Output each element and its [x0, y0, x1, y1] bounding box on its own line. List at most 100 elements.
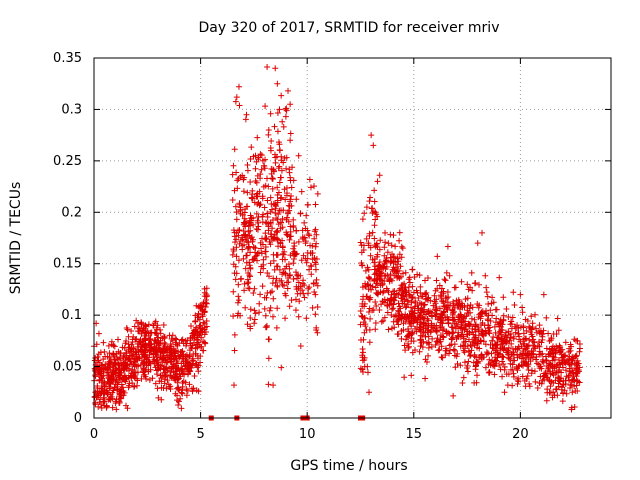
data-point	[466, 305, 473, 312]
data-point	[488, 300, 495, 307]
data-point	[524, 317, 531, 324]
data-point	[252, 310, 259, 317]
data-point	[408, 295, 415, 302]
data-point	[142, 322, 149, 329]
data-point	[160, 356, 167, 363]
data-point	[247, 273, 254, 280]
data-point	[257, 175, 264, 182]
data-point	[390, 305, 397, 312]
data-point	[128, 328, 135, 335]
data-point	[133, 363, 140, 370]
data-point	[145, 321, 152, 328]
data-point	[279, 215, 286, 222]
data-point	[433, 311, 440, 318]
data-point	[274, 283, 281, 290]
data-point	[446, 350, 453, 357]
data-point	[573, 337, 580, 344]
data-point	[109, 378, 116, 385]
data-point	[510, 289, 517, 296]
data-point	[175, 402, 182, 409]
data-point	[366, 389, 373, 396]
data-point	[388, 242, 395, 249]
data-point	[395, 273, 402, 280]
data-point	[419, 344, 426, 351]
data-point	[274, 197, 281, 204]
data-point	[442, 277, 449, 284]
data-point	[491, 363, 498, 370]
data-point	[362, 321, 369, 328]
data-point	[422, 375, 429, 382]
data-point	[537, 363, 544, 370]
data-point	[402, 289, 409, 296]
data-point	[573, 352, 580, 359]
data-point	[472, 335, 479, 342]
data-point	[291, 252, 298, 259]
data-point	[461, 359, 468, 366]
data-point	[465, 336, 472, 343]
data-point	[282, 270, 289, 277]
data-point	[200, 319, 207, 326]
data-point	[366, 198, 373, 205]
data-point	[295, 313, 302, 320]
data-point	[553, 331, 560, 338]
data-point	[493, 360, 500, 367]
data-point	[229, 171, 236, 178]
data-point	[191, 373, 198, 380]
data-point	[271, 123, 278, 130]
data-point	[501, 389, 508, 396]
data-point	[374, 275, 381, 282]
y-tick-label: 0.35	[53, 51, 82, 66]
data-point	[104, 364, 111, 371]
data-point	[438, 343, 445, 350]
data-point	[308, 263, 315, 270]
data-point	[444, 316, 451, 323]
data-point	[295, 238, 302, 245]
data-point	[409, 329, 416, 336]
data-point	[233, 209, 240, 216]
data-point	[562, 352, 569, 359]
data-point	[251, 307, 258, 314]
data-point	[374, 213, 381, 220]
data-point	[571, 377, 578, 384]
data-point	[372, 326, 379, 333]
data-point	[262, 156, 269, 163]
data-point	[359, 300, 366, 307]
data-point	[262, 230, 269, 237]
data-point	[491, 371, 498, 378]
data-point	[412, 325, 419, 332]
data-point	[240, 188, 247, 195]
data-point	[281, 186, 288, 193]
data-point	[269, 216, 276, 223]
data-point	[188, 364, 195, 371]
data-point	[231, 331, 238, 338]
data-point	[459, 380, 466, 387]
data-point	[125, 344, 132, 351]
data-point	[436, 339, 443, 346]
data-point	[249, 238, 256, 245]
data-point	[126, 344, 133, 351]
data-point	[273, 228, 280, 235]
data-point	[503, 305, 510, 312]
data-point	[262, 236, 269, 243]
data-point	[235, 257, 242, 264]
data-point	[403, 293, 410, 300]
data-point	[529, 320, 536, 327]
data-point	[285, 202, 292, 209]
data-point	[263, 322, 270, 329]
data-point	[234, 185, 241, 192]
data-point	[451, 304, 458, 311]
data-point	[363, 204, 370, 211]
data-point	[556, 344, 563, 351]
data-point	[274, 128, 281, 135]
data-point	[388, 258, 395, 265]
data-point	[237, 238, 244, 245]
data-point	[428, 312, 435, 319]
data-point	[145, 341, 152, 348]
data-point	[469, 325, 476, 332]
data-point	[94, 354, 101, 361]
data-point	[193, 360, 200, 367]
data-point	[276, 266, 283, 273]
data-point	[398, 254, 405, 261]
data-point	[359, 262, 366, 269]
data-point	[424, 322, 431, 329]
